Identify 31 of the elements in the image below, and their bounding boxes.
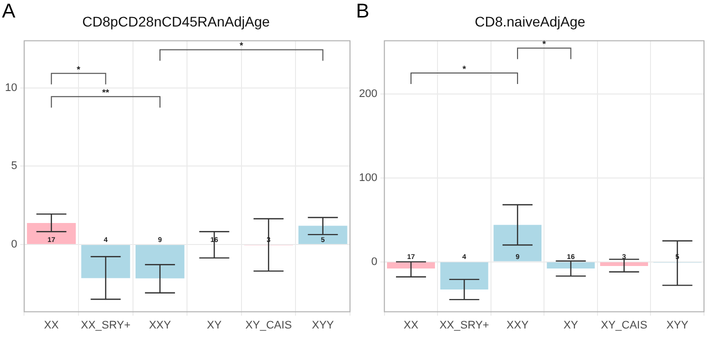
x-tick-label: XX <box>44 319 60 332</box>
x-tick-label: XX <box>404 319 419 332</box>
annotation: * <box>542 39 546 50</box>
y-tick-label: 200 <box>358 88 378 100</box>
x-tick-label: XYY <box>312 319 335 332</box>
x-tick-label: XY <box>563 319 579 332</box>
y-tick-label: 0 <box>11 238 18 250</box>
text: A <box>2 0 16 23</box>
x-tick-label: XYY <box>666 319 690 332</box>
x-tick-label: XX_SRY+ <box>439 319 490 332</box>
x-tick-label: XXY <box>148 319 172 332</box>
x-tick-label: XXY <box>506 319 530 332</box>
annotation: * <box>76 64 81 74</box>
annotation: ** <box>102 88 110 98</box>
x-tick-label: XY <box>206 319 222 332</box>
bar <box>26 222 76 244</box>
y-tick-label: 10 <box>4 82 18 94</box>
bar <box>298 226 348 244</box>
annotation: * <box>462 64 467 74</box>
text: B <box>356 0 370 23</box>
x-tick-label: XX_SRY+ <box>80 319 130 332</box>
y-tick-label: 0 <box>371 256 378 268</box>
y-tick-label: 5 <box>11 160 18 172</box>
annotation: * <box>240 40 244 51</box>
bar <box>136 244 184 278</box>
bar <box>81 244 130 278</box>
x-tick-label: XY_CAIS <box>600 319 648 332</box>
chart-title: CD8pCD28nCD45RAnAdjAge <box>82 13 270 30</box>
y-tick-label: 100 <box>358 172 378 184</box>
x-tick-label: XY_CAIS <box>245 319 292 332</box>
chart-title: CD8.naiveAdjAge <box>474 13 586 30</box>
